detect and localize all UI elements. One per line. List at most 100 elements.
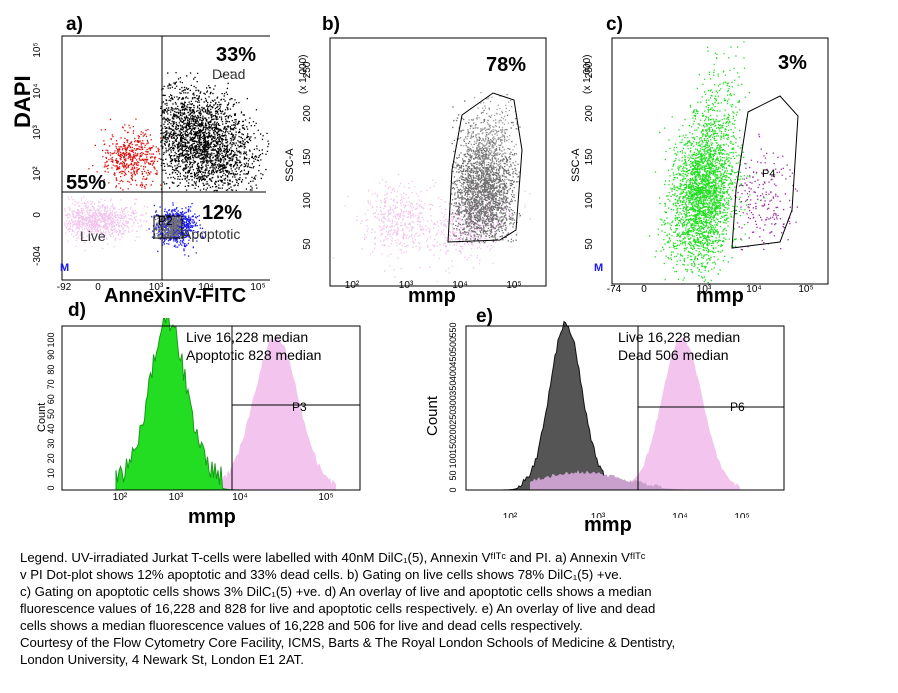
y-tick-label: 250 xyxy=(448,410,458,425)
dot-cloud xyxy=(668,41,751,271)
x-tick-label: 10⁵ xyxy=(734,512,749,518)
y-tick-label: 200 xyxy=(302,105,313,122)
panel-c-gate-label: P4 xyxy=(762,168,776,180)
y-tick-label: 100 xyxy=(448,453,458,468)
x-tick-label: 10⁵ xyxy=(506,280,521,291)
legend-line-1: Legend. UV-irradiated Jurkat T-cells wer… xyxy=(20,550,646,565)
y-tick-label: 50 xyxy=(302,238,313,250)
legend-line-6: Courtesy of the Flow Cytometry Core Faci… xyxy=(20,635,676,650)
y-tick-label: 200 xyxy=(448,424,458,439)
y-tick-label: 0 xyxy=(448,487,458,492)
x-tick-label: 10³ xyxy=(169,492,184,503)
y-tick-label: 350 xyxy=(448,381,458,396)
y-tick-label: 300 xyxy=(448,395,458,410)
y-tick-label: 200 xyxy=(584,105,595,122)
panel-e-note-dead: Dead 506 median xyxy=(618,347,729,363)
y-tick-label: 50 xyxy=(448,470,458,480)
x-tick-label: 10² xyxy=(113,492,128,503)
panel-b-yunit: (x 1,000) xyxy=(298,54,309,94)
panel-a-dead-label: Dead xyxy=(212,66,246,82)
histogram-area xyxy=(620,337,740,490)
y-tick-label: 80 xyxy=(46,365,56,375)
y-tick-label: 10 xyxy=(46,468,56,478)
dot-cloud xyxy=(160,71,270,192)
dot-cloud xyxy=(64,196,158,252)
histogram-area xyxy=(503,320,622,491)
y-tick-label: 90 xyxy=(46,350,56,360)
panel-e-xlabel: mmp xyxy=(584,514,632,536)
panel-b-label: b) xyxy=(322,14,340,35)
panel-b-dotplot: 250 200 150 100 50 10² 10³ 10⁴ 10⁵ xyxy=(302,37,547,291)
x-tick-label: 10⁴ xyxy=(672,512,687,518)
x-tick-label: 10⁴ xyxy=(452,280,467,291)
x-tick-label: 10³ xyxy=(697,284,712,292)
panel-e-gate-label: P6 xyxy=(730,400,745,414)
y-tick-label: 100 xyxy=(46,332,56,347)
panel-e-ylabel: Count xyxy=(424,395,441,436)
x-tick-label: -74 xyxy=(607,284,622,292)
panel-d-note-live: Live 16,228 median xyxy=(186,329,309,345)
panel-d-ylabel: Count xyxy=(36,402,48,432)
y-tick-label: 150 xyxy=(448,439,458,454)
panel-c-corner-marker: M xyxy=(594,262,604,274)
legend-line-5: cells shows a median fluorescence values… xyxy=(20,618,583,633)
panel-a-gate-label: P2 xyxy=(158,214,173,228)
panel-c-pct: 3% xyxy=(778,52,807,74)
dot-cloud xyxy=(332,173,456,278)
x-tick-label: 10⁴ xyxy=(232,492,247,503)
panel-a-corner-marker: M xyxy=(60,262,70,274)
panel-c-xlabel: mmp xyxy=(696,285,744,307)
dot-cloud xyxy=(734,133,798,251)
y-tick-label: 100 xyxy=(302,192,313,209)
x-tick-label: 10⁴ xyxy=(198,282,213,292)
histogram-area xyxy=(530,470,740,490)
panel-b-gate-label: P4 xyxy=(484,158,498,170)
legend-line-7: London University, 4 Newark St, London E… xyxy=(20,652,304,667)
y-tick-label: 400 xyxy=(448,366,458,381)
panel-a-apop-label: Apoptotic xyxy=(182,226,241,242)
y-tick-label: 30 xyxy=(46,439,56,449)
y-tick-label: 50 xyxy=(584,238,595,250)
y-tick-label: 250 xyxy=(302,61,313,78)
y-tick-label: 60 xyxy=(46,394,56,404)
panel-a-xlabel: AnnexinV-FITC xyxy=(104,285,247,307)
x-tick-label: 0 xyxy=(641,284,647,292)
panel-c-label: c) xyxy=(606,14,623,35)
x-tick-label: 10³ xyxy=(149,282,164,292)
legend-line-3: c) Gating on apoptotic cells shows 3% Di… xyxy=(20,584,652,599)
panel-e-label: e) xyxy=(476,306,493,327)
panel-c-yunit: (x 1,000) xyxy=(582,54,593,94)
y-tick-label: 50 xyxy=(46,409,56,419)
panel-a-dotplot: 10⁵ 10⁴ 10³ 10² 0 -304 -92 0 10³ 10⁴ 10⁵ xyxy=(32,35,270,292)
x-tick-label: 10³ xyxy=(591,512,606,518)
y-tick-label: 150 xyxy=(584,148,595,165)
y-tick-label: 250 xyxy=(584,61,595,78)
y-tick-label: 10² xyxy=(32,166,43,181)
panel-b-ylabel: SSC-A xyxy=(284,148,296,182)
legend-line-4: fluorescence values of 16,228 and 828 fo… xyxy=(20,601,656,616)
x-tick-label: 0 xyxy=(95,282,101,292)
legend-line-2: v PI Dot-plot shows 12% apoptotic and 33… xyxy=(20,567,623,582)
panel-c-dotplot: 250 200 150 100 50 -74 0 10³ 10⁴ 10⁵ xyxy=(584,37,829,292)
y-tick-label: 150 xyxy=(302,148,313,165)
panel-a-apop-pct: 12% xyxy=(202,202,243,224)
panel-a-live-label: Live xyxy=(80,228,106,244)
y-tick-label: 20 xyxy=(46,453,56,463)
dot-cloud xyxy=(458,92,519,202)
panel-b-pct: 78% xyxy=(486,54,527,76)
y-tick-label: 70 xyxy=(46,379,56,389)
panel-a-dead-pct: 33% xyxy=(216,44,257,66)
x-tick-label: 10⁵ xyxy=(318,492,333,503)
x-tick-label: 10⁴ xyxy=(746,284,761,292)
y-tick-label: 10⁵ xyxy=(32,42,43,57)
panel-a-label: a) xyxy=(66,14,83,35)
panel-b-xlabel: mmp xyxy=(408,285,456,307)
panel-d-label: d) xyxy=(68,300,86,321)
panel-c-ylabel: SSC-A xyxy=(570,148,582,182)
y-tick-label: 10³ xyxy=(32,125,43,140)
histogram-area xyxy=(186,335,336,490)
y-tick-label: 550 xyxy=(448,322,458,337)
x-tick-label: 10² xyxy=(345,280,360,291)
y-tick-label: 100 xyxy=(584,192,595,209)
y-tick-label: 40 xyxy=(46,424,56,434)
